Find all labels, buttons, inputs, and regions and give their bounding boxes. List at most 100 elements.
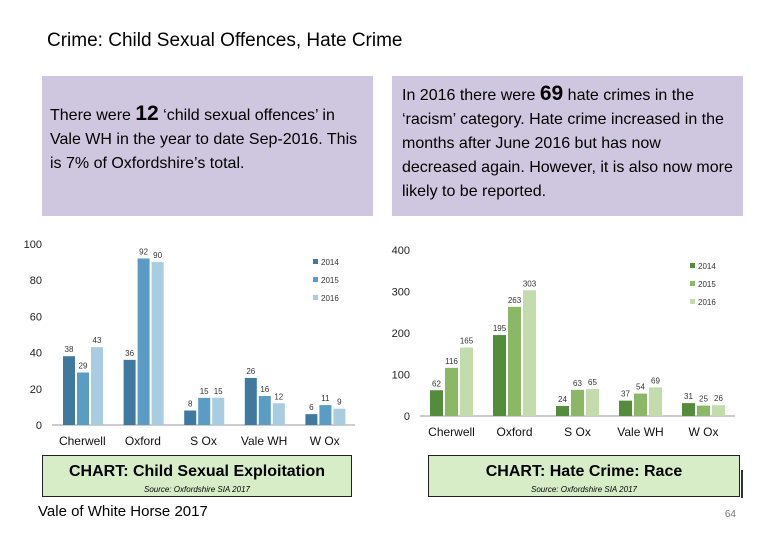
legend-label-2015: 2015 xyxy=(698,280,716,289)
x-tick-label: W Ox xyxy=(689,425,719,439)
bar-2015 xyxy=(319,405,332,425)
legend-label-2016: 2016 xyxy=(698,298,716,307)
legend-swatch-2015 xyxy=(313,277,318,282)
bar-2014 xyxy=(556,406,569,416)
bar-2014 xyxy=(244,377,257,425)
data-label: 38 xyxy=(65,345,74,354)
csa-summary-box: There were 12 ‘child sexual offences’ in… xyxy=(42,76,373,216)
data-label: 37 xyxy=(621,390,630,399)
bar-2016 xyxy=(649,387,662,416)
bar-2016 xyxy=(333,408,346,425)
x-tick-label: S Ox xyxy=(190,434,217,448)
bar-2015 xyxy=(137,258,150,425)
data-label: 263 xyxy=(508,296,522,305)
legend-label-2015: 2015 xyxy=(321,276,339,285)
footer-text: Vale of White Horse 2017 xyxy=(38,503,208,520)
data-label: 165 xyxy=(460,337,474,346)
legend-label-2016: 2016 xyxy=(321,294,339,303)
legend-swatch-2016 xyxy=(690,299,695,304)
y-tick-label: 100 xyxy=(24,239,42,251)
bar-2015 xyxy=(571,389,584,416)
hate-summary-post: hate crimes in the ‘racism’ category. Ha… xyxy=(402,87,733,200)
y-tick-label: 0 xyxy=(36,420,42,432)
legend-label-2014: 2014 xyxy=(321,258,339,267)
data-label: 116 xyxy=(445,357,458,366)
hate-crime-summary-box: In 2016 there were 69 hate crimes in the… xyxy=(392,76,743,216)
x-tick-label: S Ox xyxy=(564,425,591,439)
bar-2016 xyxy=(586,389,599,416)
bar-2016 xyxy=(712,405,725,416)
bar-2015 xyxy=(258,396,271,425)
bar-2014 xyxy=(430,390,443,416)
x-tick-label: W Ox xyxy=(310,434,340,448)
csa-summary-pre: There were xyxy=(50,107,136,124)
data-label: 25 xyxy=(699,395,708,404)
y-tick-label: 0 xyxy=(404,411,410,423)
data-label: 8 xyxy=(188,400,193,409)
y-tick-label: 40 xyxy=(30,348,42,360)
csa-bar-chart: 0 20 40 60 80 100 Cherwell 38 29 43 Oxford 36 92 90 S … xyxy=(24,239,355,448)
data-label: 11 xyxy=(321,394,330,403)
data-label: 24 xyxy=(558,395,567,404)
bar-2016 xyxy=(523,290,536,416)
bar-2015 xyxy=(77,372,89,425)
page-number: 64 xyxy=(724,509,736,520)
data-label: 15 xyxy=(214,387,223,396)
data-label: 9 xyxy=(337,398,342,407)
bar-2014 xyxy=(63,356,75,425)
data-label: 90 xyxy=(153,251,162,260)
bar-2015 xyxy=(508,306,521,416)
bar-2015 xyxy=(634,393,647,416)
bar-2014 xyxy=(123,359,136,425)
bar-2016 xyxy=(212,397,225,425)
hate-crime-bar-chart: 0 100 200 300 400 Cherwell 62 116 165 Oxford 195 26… xyxy=(392,245,735,439)
data-label: 54 xyxy=(636,383,645,392)
data-label: 36 xyxy=(125,349,134,358)
hate-summary-pre: In 2016 there were xyxy=(402,87,540,104)
bar-2014 xyxy=(305,414,318,425)
data-label: 15 xyxy=(200,387,209,396)
data-label: 92 xyxy=(139,247,148,256)
legend-swatch-2015 xyxy=(690,281,695,286)
y-tick-label: 300 xyxy=(392,287,410,299)
legend-swatch-2016 xyxy=(313,295,318,300)
csa-summary-post: ‘child sexual offences’ in Vale WH in th… xyxy=(50,107,358,172)
data-label: 63 xyxy=(573,379,582,388)
data-label: 65 xyxy=(588,378,597,387)
x-tick-label: Vale WH xyxy=(617,425,663,439)
hate-chart-source: Source: Oxfordshire SIA 2017 xyxy=(531,485,637,494)
csa-summary-number: 12 xyxy=(135,102,159,125)
x-tick-label: Oxford xyxy=(125,434,161,448)
data-label: 26 xyxy=(714,394,723,403)
bar-2014 xyxy=(619,400,632,416)
x-tick-label: Cherwell xyxy=(59,434,106,448)
bar-2014 xyxy=(493,335,506,416)
page-title: Crime: Child Sexual Offences, Hate Crime xyxy=(47,30,403,51)
y-tick-label: 100 xyxy=(392,370,410,382)
data-label: 31 xyxy=(684,392,693,401)
bar-2016 xyxy=(460,347,473,416)
x-tick-label: Cherwell xyxy=(428,425,475,439)
legend-swatch-2014 xyxy=(313,259,318,264)
bar-2016 xyxy=(151,262,164,425)
hate-summary-number: 69 xyxy=(539,82,564,105)
bar-2016 xyxy=(91,347,103,425)
csa-chart-caption: CHART: Child Sexual Exploitation Source:… xyxy=(42,455,352,497)
data-label: 6 xyxy=(309,403,314,412)
legend-swatch-2014 xyxy=(690,263,695,268)
legend-label-2014: 2014 xyxy=(698,262,716,271)
data-label: 43 xyxy=(93,336,102,345)
data-label: 62 xyxy=(432,379,441,388)
y-tick-label: 200 xyxy=(392,328,410,340)
data-label: 303 xyxy=(523,279,537,288)
x-tick-label: Vale WH xyxy=(241,434,287,448)
bar-2016 xyxy=(272,403,285,425)
data-label: 69 xyxy=(651,376,660,385)
data-label: 29 xyxy=(79,362,88,371)
bar-2015 xyxy=(445,367,458,416)
csa-chart-source: Source: Oxfordshire SIA 2017 xyxy=(144,485,250,494)
y-tick-label: 80 xyxy=(30,275,42,287)
y-tick-label: 400 xyxy=(392,245,410,257)
edge-divider xyxy=(741,470,743,498)
x-tick-label: Oxford xyxy=(496,425,532,439)
